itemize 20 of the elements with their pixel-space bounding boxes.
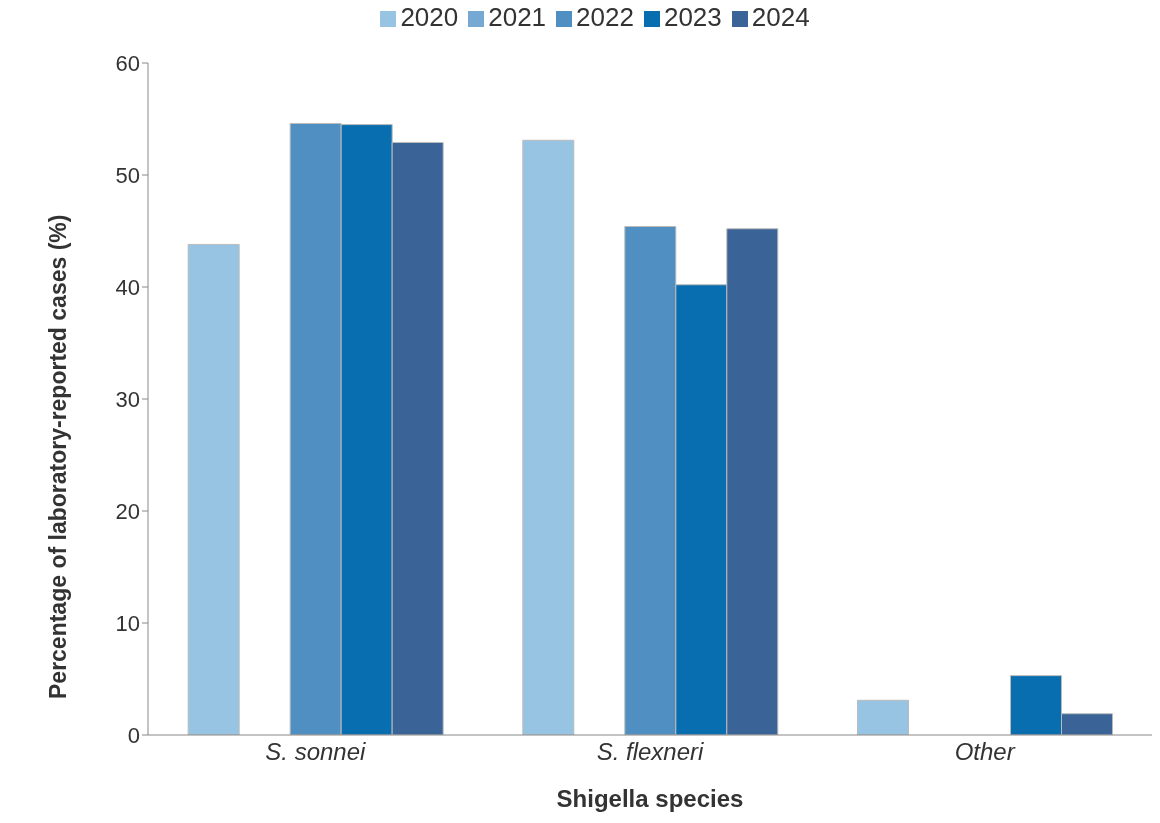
- bar: [856, 699, 909, 735]
- legend-label: 2023: [663, 2, 722, 32]
- y-axis-title: Percentage of laboratory-reported cases (%): [45, 214, 72, 699]
- legend-label: 2022: [576, 2, 634, 32]
- bar: [522, 139, 575, 735]
- y-tick-label: 60: [115, 50, 140, 76]
- y-tick-label: 30: [115, 386, 140, 412]
- y-tick-label: 50: [115, 162, 140, 188]
- y-tick-label: 0: [127, 722, 140, 748]
- legend-label: 2021: [488, 2, 547, 32]
- y-tick-label: 10: [115, 610, 140, 636]
- legend-label: 2020: [400, 2, 459, 32]
- y-tick-label: 20: [115, 498, 140, 524]
- x-tick-label: S. sonnei: [265, 738, 367, 766]
- legend-label: 2024: [751, 2, 810, 32]
- y-tick-label: 40: [115, 274, 140, 300]
- bar: [187, 243, 240, 735]
- x-axis-title: Shigella species: [556, 785, 744, 812]
- x-tick-label: Other: [954, 738, 1016, 766]
- x-tick-label: S. flexneri: [596, 738, 705, 766]
